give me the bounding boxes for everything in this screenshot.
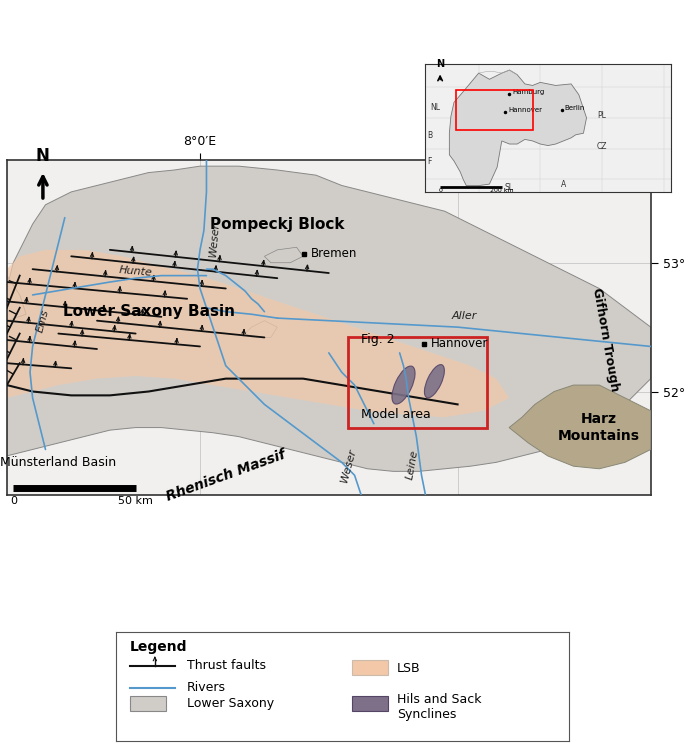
Ellipse shape <box>425 365 445 398</box>
Text: Leine: Leine <box>405 449 420 481</box>
Bar <box>351 660 388 675</box>
Text: Weser: Weser <box>339 447 358 484</box>
Polygon shape <box>7 250 509 417</box>
Text: Münsterland Basin: Münsterland Basin <box>0 456 116 468</box>
Bar <box>130 696 166 711</box>
Text: Hils and Sack
Synclines: Hils and Sack Synclines <box>397 693 482 720</box>
Text: Ems: Ems <box>35 308 51 333</box>
Text: Lower Saxony Basin: Lower Saxony Basin <box>62 304 234 319</box>
Bar <box>351 696 388 711</box>
Text: Bremen: Bremen <box>311 247 357 260</box>
Text: Legend: Legend <box>130 640 188 653</box>
Polygon shape <box>264 247 303 262</box>
Text: Hunte: Hunte <box>119 265 153 278</box>
Text: Berlin: Berlin <box>564 105 584 111</box>
Text: PL: PL <box>597 111 606 120</box>
Text: Hannover: Hannover <box>431 338 488 350</box>
Text: LSB: LSB <box>397 662 421 675</box>
Text: 0: 0 <box>438 188 442 193</box>
Text: Lower Saxony: Lower Saxony <box>186 697 273 711</box>
Ellipse shape <box>392 366 415 404</box>
Text: Weser: Weser <box>208 222 221 257</box>
Polygon shape <box>7 275 26 320</box>
Text: Harz
Mountains: Harz Mountains <box>558 412 640 443</box>
Text: CZ: CZ <box>597 141 607 150</box>
Polygon shape <box>449 70 586 186</box>
Polygon shape <box>7 166 651 472</box>
Text: Hamburg: Hamburg <box>512 89 545 95</box>
Text: 50 km: 50 km <box>119 496 153 506</box>
Text: B: B <box>427 131 432 140</box>
Polygon shape <box>509 385 651 468</box>
Bar <box>348 338 487 428</box>
Text: N: N <box>36 147 50 165</box>
Text: 0: 0 <box>10 496 17 506</box>
Polygon shape <box>245 320 277 338</box>
Text: Gifhorn Trough: Gifhorn Trough <box>590 287 621 393</box>
Bar <box>456 90 533 130</box>
Text: Model area: Model area <box>361 408 431 421</box>
Text: Rhenisch Massif: Rhenisch Massif <box>164 447 288 503</box>
Text: Hannover: Hannover <box>508 107 543 113</box>
Text: Pompeckj Block: Pompeckj Block <box>210 217 345 232</box>
Text: NL: NL <box>430 103 440 112</box>
Text: SL: SL <box>505 183 514 193</box>
Text: Aller: Aller <box>451 311 477 320</box>
Text: 200 km: 200 km <box>490 188 514 193</box>
Text: Fig. 2: Fig. 2 <box>361 333 395 347</box>
Text: Thrust faults: Thrust faults <box>186 660 266 672</box>
Text: F: F <box>427 157 432 166</box>
Text: A: A <box>561 180 566 190</box>
Text: N: N <box>436 59 444 68</box>
Text: Rivers: Rivers <box>186 681 225 694</box>
